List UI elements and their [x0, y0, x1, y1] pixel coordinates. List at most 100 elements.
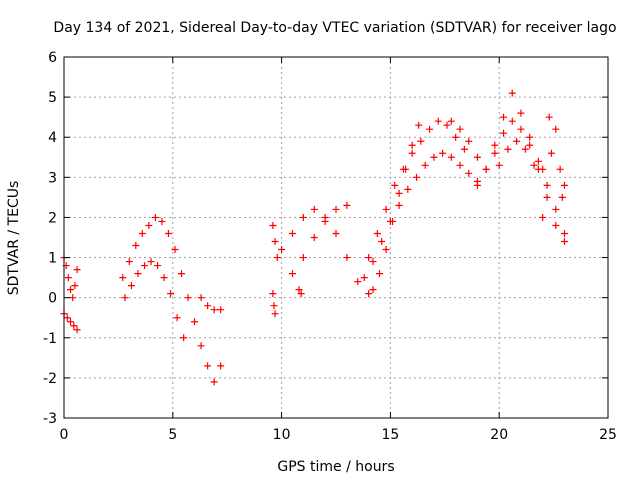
data-point [197, 294, 205, 302]
data-point [473, 153, 481, 161]
data-point [526, 133, 534, 141]
data-point [271, 310, 279, 318]
data-point [173, 314, 181, 322]
data-point [204, 362, 212, 370]
data-point [500, 113, 508, 121]
data-point [299, 213, 307, 221]
data-point [354, 278, 362, 286]
series-arc-9 [288, 201, 351, 278]
data-point [154, 262, 162, 270]
x-tick-label: 15 [381, 427, 399, 443]
data-point [67, 286, 75, 294]
y-tick-label: 3 [48, 170, 57, 186]
data-point [560, 238, 568, 246]
data-point [158, 217, 166, 225]
data-point [369, 286, 377, 294]
data-point [269, 290, 277, 298]
data-point [147, 258, 155, 266]
y-tick-label: -1 [43, 331, 57, 347]
data-point [552, 125, 560, 133]
x-tick-label: 10 [273, 427, 291, 443]
data-point [191, 318, 199, 326]
data-point [439, 149, 447, 157]
data-point [415, 121, 423, 129]
data-point [408, 149, 416, 157]
data-point [373, 229, 381, 237]
data-point [204, 302, 212, 310]
data-point [127, 282, 135, 290]
data-point [73, 326, 81, 334]
data-point [395, 201, 403, 209]
data-point [382, 205, 390, 213]
data-point [560, 229, 568, 237]
data-point [513, 137, 521, 145]
data-point [413, 173, 421, 181]
series-arc-10 [295, 286, 305, 298]
y-tick-label: -3 [43, 411, 57, 427]
data-point [534, 157, 542, 165]
y-axis-label: SDTVAR / TECUs [6, 181, 22, 296]
data-point [210, 378, 218, 386]
data-point [369, 258, 377, 266]
data-point [332, 205, 340, 213]
y-tick-label: 6 [48, 50, 57, 66]
data-point [70, 322, 78, 330]
data-point [178, 270, 186, 278]
data-point [134, 270, 142, 278]
data-point [543, 181, 551, 189]
data-point [508, 117, 516, 125]
y-tick-label: 1 [48, 251, 57, 267]
data-point [125, 258, 133, 266]
data-point [504, 145, 512, 153]
data-point [278, 246, 286, 254]
data-points [60, 89, 568, 386]
data-point [270, 302, 278, 310]
data-point [63, 314, 71, 322]
series-arc-6 [269, 221, 281, 262]
data-point [543, 193, 551, 201]
data-point [160, 274, 168, 282]
data-point [456, 161, 464, 169]
data-point [560, 181, 568, 189]
data-point [67, 318, 75, 326]
data-point [404, 185, 412, 193]
data-point [299, 254, 307, 262]
data-point [184, 294, 192, 302]
data-point [465, 169, 473, 177]
data-point [297, 290, 305, 298]
data-point [138, 229, 146, 237]
data-point [360, 274, 368, 282]
series-arc-5 [197, 294, 225, 314]
series-arc-13 [369, 121, 423, 294]
data-point [171, 246, 179, 254]
data-point [217, 362, 225, 370]
data-point [389, 217, 397, 225]
data-point [545, 113, 553, 121]
data-point [447, 153, 455, 161]
series-arc-7 [269, 290, 279, 318]
series-arc-8 [278, 205, 373, 298]
y-tick-label: 4 [48, 130, 57, 146]
data-point [210, 306, 218, 314]
data-point [521, 145, 529, 153]
series-arc-3 [119, 213, 225, 386]
series-arc-16 [495, 137, 568, 189]
x-tick-label: 0 [60, 427, 69, 443]
data-point [132, 242, 140, 250]
data-point [271, 238, 279, 246]
series-arc-4 [121, 258, 188, 342]
x-tick-label: 5 [168, 427, 177, 443]
series-arc-12 [365, 117, 468, 262]
data-point [69, 294, 77, 302]
data-point [552, 221, 560, 229]
data-point [288, 229, 296, 237]
data-point [408, 141, 416, 149]
series-arc-17 [539, 113, 566, 221]
data-point [273, 254, 281, 262]
data-point [151, 213, 159, 221]
data-point [164, 229, 172, 237]
data-point [508, 89, 516, 97]
data-point [376, 270, 384, 278]
chart-title: Day 134 of 2021, Sidereal Day-to-day VTE… [53, 20, 616, 36]
data-point [402, 165, 410, 173]
